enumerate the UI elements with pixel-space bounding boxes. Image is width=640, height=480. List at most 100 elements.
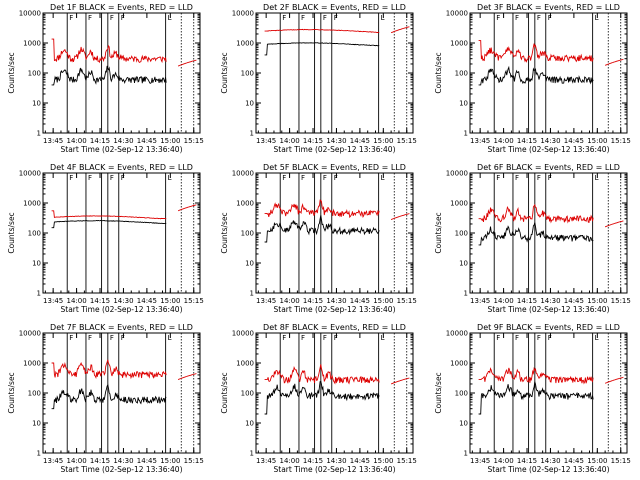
x-tick-label: 14:00 [279, 457, 299, 465]
x-tick-label: 15:15 [184, 137, 204, 145]
marker-label: F [323, 174, 327, 182]
x-tick-label: 15:15 [184, 297, 204, 305]
y-tick-label: 100 [455, 70, 468, 78]
detector-chart-3: Det 3F BLACK = Events, RED = LLD 1 10 100 10… [434, 3, 631, 154]
y-tick-label: 10 [459, 100, 468, 108]
x-tick-label: 14:45 [350, 297, 370, 305]
chart-title: Det 5F BLACK = Events, RED = LLD [263, 163, 406, 172]
y-tick-label: 10000 [446, 330, 468, 338]
plot-frame [255, 12, 414, 134]
y-tick-label: 1000 [23, 360, 41, 368]
x-tick-label: 15:00 [373, 297, 393, 305]
x-tick-label: 14:45 [137, 457, 157, 465]
y-tick-label: 10000 [232, 170, 254, 178]
x-tick-label: 14:45 [564, 297, 584, 305]
y-tick-label: 10 [32, 100, 41, 108]
y-tick-label: 10 [245, 100, 254, 108]
x-tick-label: 14:45 [564, 137, 584, 145]
y-tick-label: 1000 [236, 200, 254, 208]
marker-label: F [537, 174, 541, 182]
y-tick-label: 100 [241, 390, 254, 398]
detector-chart-2: Det 2F BLACK = Events, RED = LLD 1 10 100 10… [220, 3, 417, 154]
y-tick-label: 100 [28, 70, 41, 78]
marker-label: F [496, 334, 500, 342]
x-tick-label: 14:30 [326, 297, 346, 305]
x-axis-label: Start Time (02-Sep-12 13:36:40) [61, 145, 183, 154]
chart-title: Det 6F BLACK = Events, RED = LLD [477, 163, 620, 172]
x-tick-label: 14:15 [517, 297, 537, 305]
x-tick-label: 15:00 [160, 457, 180, 465]
y-tick-label: 10 [459, 260, 468, 268]
y-tick-label: 1000 [236, 40, 254, 48]
x-tick-label: 15:15 [611, 457, 631, 465]
y-tick-label: 1000 [450, 360, 468, 368]
events-series-line [264, 215, 380, 243]
x-axis-label: Start Time (02-Sep-12 13:36:40) [488, 305, 610, 314]
x-tick-label: 15:00 [587, 137, 607, 145]
x-tick-label: 14:30 [113, 137, 133, 145]
marker-label: F [282, 334, 286, 342]
y-tick-label: 100 [455, 390, 468, 398]
x-tick-label: 14:00 [66, 457, 86, 465]
marker-label: F [69, 14, 73, 22]
plot-frame [42, 172, 201, 294]
marker-label: F [110, 174, 114, 182]
x-tick-label: 15:00 [373, 457, 393, 465]
x-axis-label: Start Time (02-Sep-12 13:36:40) [488, 145, 610, 154]
plot-frame [255, 332, 414, 454]
events-series-line [264, 42, 380, 56]
y-tick-label: 10000 [232, 330, 254, 338]
marker-label: F [515, 174, 519, 182]
detector-chart-4: Det 4F BLACK = Events, RED = LLD 1 10 100 10… [7, 163, 204, 314]
marker-label: F [496, 14, 500, 22]
lld-series-line [264, 364, 410, 385]
marker-label: F [88, 174, 92, 182]
marker-label: F [548, 174, 552, 182]
marker-label: L [595, 14, 599, 22]
x-tick-label: 15:00 [373, 137, 393, 145]
lld-series-line [478, 40, 624, 66]
y-tick-label: 100 [241, 230, 254, 238]
y-tick-label: 100 [455, 230, 468, 238]
y-tick-label: 1 [250, 450, 254, 458]
y-tick-label: 1 [37, 290, 41, 298]
x-tick-label: 14:00 [493, 297, 513, 305]
x-tick-label: 15:15 [611, 297, 631, 305]
x-tick-label: 14:15 [90, 297, 110, 305]
marker-label: L [381, 334, 385, 342]
y-tick-label: 10 [245, 420, 254, 428]
x-tick-label: 13:45 [470, 137, 490, 145]
marker-label: F [548, 14, 552, 22]
y-tick-label: 1000 [450, 200, 468, 208]
x-tick-label: 14:30 [326, 137, 346, 145]
chart-title: Det 1F BLACK = Events, RED = LLD [50, 3, 193, 12]
y-tick-label: 10 [459, 420, 468, 428]
y-tick-label: 1000 [23, 40, 41, 48]
marker-label: F [515, 14, 519, 22]
x-tick-label: 14:15 [303, 457, 323, 465]
detector-chart-6: Det 6F BLACK = Events, RED = LLD 1 10 100 10… [434, 163, 631, 314]
y-tick-label: 1 [464, 290, 468, 298]
x-tick-label: 14:00 [279, 297, 299, 305]
detector-chart-5: Det 5F BLACK = Events, RED = LLD 1 10 100 10… [220, 163, 417, 314]
y-tick-label: 10 [245, 260, 254, 268]
marker-label: F [537, 334, 541, 342]
y-tick-label: 1 [464, 130, 468, 138]
marker-label: F [323, 334, 327, 342]
x-tick-label: 14:30 [540, 137, 560, 145]
x-tick-label: 14:00 [66, 137, 86, 145]
events-series-line [51, 220, 167, 229]
marker-label: F [121, 174, 125, 182]
marker-label: F [548, 334, 552, 342]
marker-label: F [301, 334, 305, 342]
marker-label: F [496, 174, 500, 182]
x-tick-label: 14:15 [517, 137, 537, 145]
plot-frame [469, 332, 628, 454]
chart-title: Det 4F BLACK = Events, RED = LLD [50, 163, 193, 172]
marker-label: L [168, 174, 172, 182]
x-tick-label: 13:45 [256, 137, 276, 145]
plot-frame [255, 172, 414, 294]
x-axis-label: Start Time (02-Sep-12 13:36:40) [274, 465, 396, 474]
y-axis-label: Counts/sec [7, 372, 16, 413]
x-tick-label: 14:45 [564, 457, 584, 465]
